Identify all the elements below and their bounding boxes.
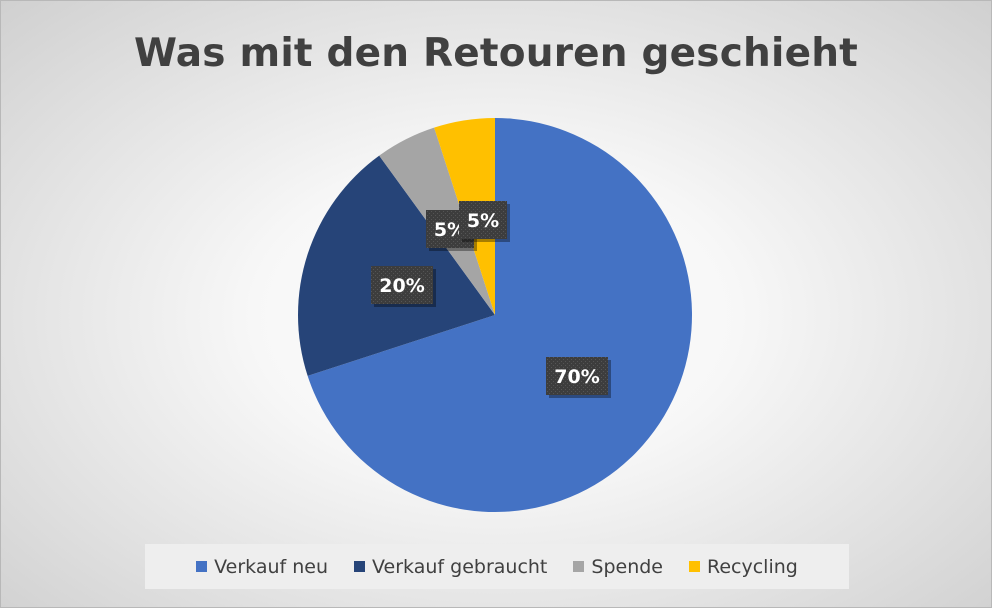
pie-data-labels: 70% 20% 5% 5%: [371, 201, 611, 398]
legend-swatch: [573, 561, 585, 572]
legend-swatch: [196, 561, 208, 572]
legend-item-verkauf-neu: Verkauf neu: [196, 556, 328, 578]
chart-title: Was mit den Retouren geschieht: [133, 31, 859, 76]
legend-swatch: [354, 561, 366, 572]
legend-item-spende: Spende: [573, 556, 663, 578]
legend-label: Verkauf neu: [214, 555, 329, 578]
svg-text:5%: 5%: [467, 210, 499, 232]
legend-label: Verkauf gebraucht: [372, 555, 548, 578]
legend-label: Spende: [591, 555, 663, 578]
chart-legend: Verkauf neu Verkauf gebraucht Spende Recycl…: [145, 544, 849, 589]
svg-text:5%: 5%: [434, 219, 466, 241]
legend-item-verkauf-gebraucht: Verkauf gebraucht: [354, 556, 547, 578]
legend-label: Recycling: [707, 555, 798, 578]
pie-slice-verkauf-gebraucht: [297, 155, 495, 376]
legend-swatch: [689, 561, 700, 572]
pie-slice-verkauf-neu: [307, 118, 692, 512]
svg-text:70%: 70%: [554, 366, 599, 388]
svg-text:20%: 20%: [379, 275, 424, 297]
data-label-recycling: 5%: [459, 201, 510, 242]
data-label-verkauf-neu: 70%: [546, 357, 611, 398]
legend-item-recycling: Recycling: [689, 556, 798, 578]
pie-slices: [297, 118, 692, 512]
data-label-verkauf-gebraucht: 20%: [371, 266, 436, 307]
